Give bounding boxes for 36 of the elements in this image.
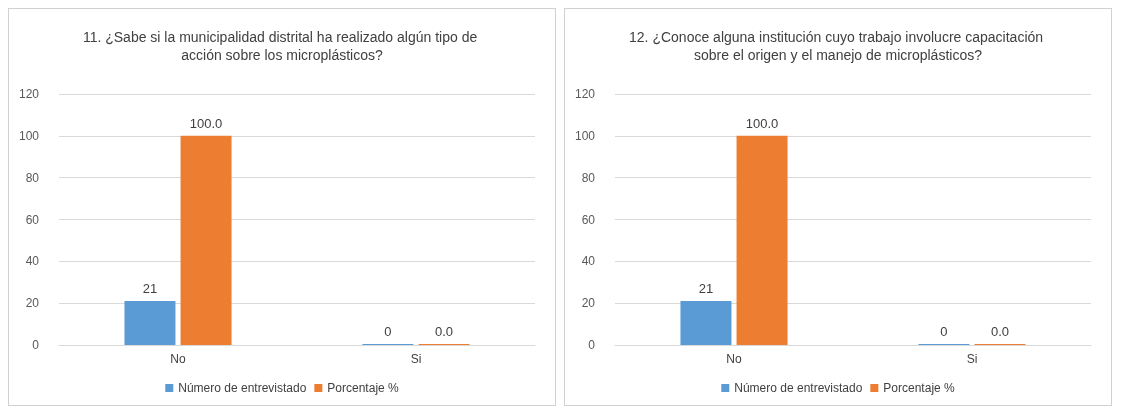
y-tick-label: 100 xyxy=(574,128,596,143)
data-label: 0.0 xyxy=(991,324,1010,339)
bar xyxy=(180,135,232,345)
y-tick-label: 40 xyxy=(25,254,40,269)
data-label: 100.0 xyxy=(745,115,779,131)
y-tick-label: 60 xyxy=(25,212,40,227)
y-tick-label: 0 xyxy=(588,338,596,352)
x-tick-label: No xyxy=(170,352,186,366)
data-label: 100.0 xyxy=(189,115,223,131)
data-label: 0.0 xyxy=(435,324,454,339)
y-tick-label: 20 xyxy=(25,296,40,311)
data-label: 0 xyxy=(940,324,948,339)
legend-label: Número de entrevistado xyxy=(178,381,307,395)
x-tick-label: Si xyxy=(410,352,422,366)
data-label: 21 xyxy=(698,281,714,297)
x-tick-label: Si xyxy=(966,352,978,366)
data-label: 0 xyxy=(384,324,392,339)
y-tick-label: 20 xyxy=(581,296,596,311)
bar xyxy=(736,135,788,345)
chart-title: 11. ¿Sabe si la municipalidad distrital ha realizado algún tipo de acción sobre los microplásticos? xyxy=(82,29,482,63)
y-tick-label: 120 xyxy=(574,87,596,101)
y-tick-label: 80 xyxy=(25,170,40,185)
y-tick-label: 80 xyxy=(581,170,596,185)
chart-title: 12. ¿Conoce alguna institución cuyo trabajo involucre capacitación sobre el origen y el manejo de microplásticos? xyxy=(629,29,1047,63)
data-label: 21 xyxy=(142,281,158,297)
legend-label: Número de entrevistado xyxy=(734,381,863,395)
y-tick-label: 40 xyxy=(581,254,596,269)
y-tick-label: 60 xyxy=(581,212,596,227)
y-tick-label: 0 xyxy=(32,338,40,352)
bar xyxy=(124,301,176,345)
y-tick-label: 120 xyxy=(18,87,40,101)
legend-label: Porcentaje % xyxy=(327,381,400,395)
bar xyxy=(680,301,732,345)
y-tick-label: 100 xyxy=(18,128,40,143)
legend-label: Porcentaje % xyxy=(883,381,956,395)
x-tick-label: No xyxy=(726,352,742,366)
